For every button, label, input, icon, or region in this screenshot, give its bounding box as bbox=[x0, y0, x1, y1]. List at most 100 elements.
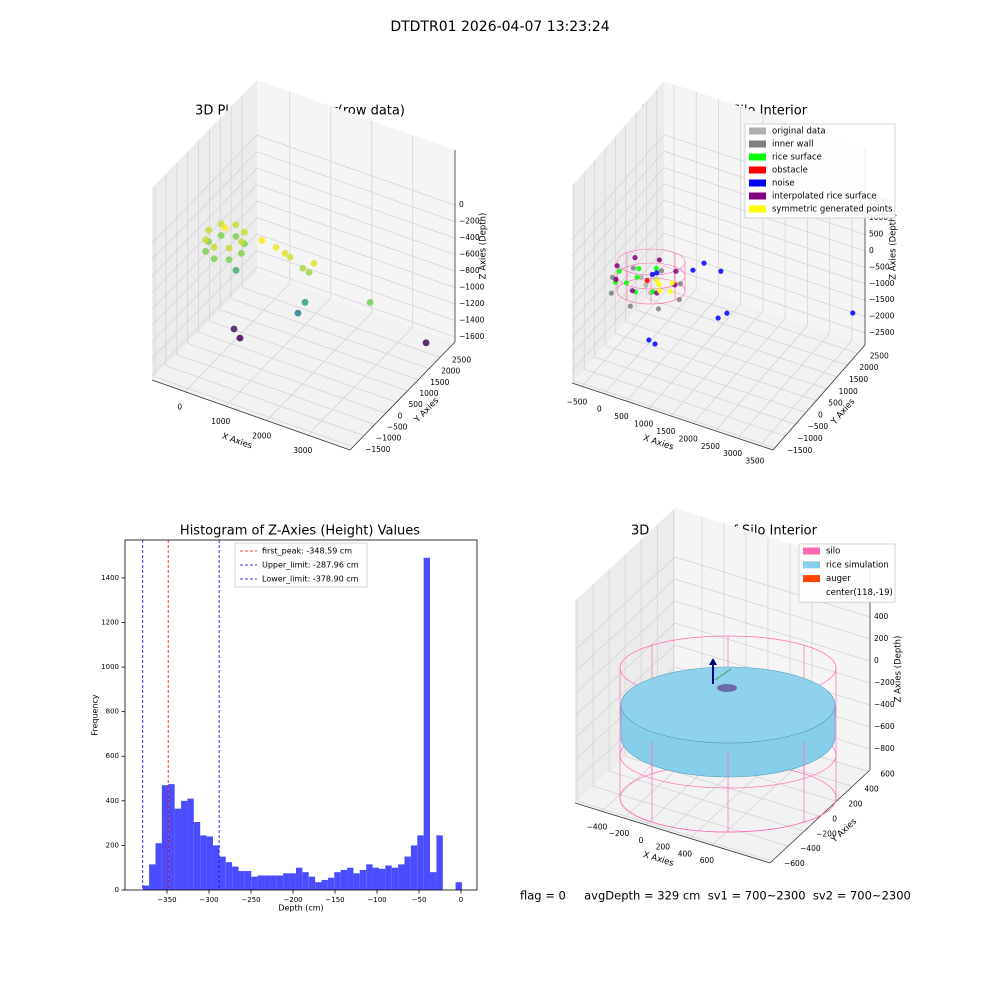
y-tick-label: 2000 bbox=[859, 363, 878, 372]
y-tick-label: 0 bbox=[832, 814, 837, 823]
legend-swatch bbox=[749, 127, 766, 135]
point bbox=[676, 296, 682, 303]
legend-label: center(118,-19) bbox=[826, 588, 893, 598]
x-tick-label: 0 bbox=[639, 836, 644, 845]
grid-line bbox=[151, 151, 456, 260]
point bbox=[656, 281, 662, 288]
bar bbox=[423, 557, 431, 890]
bar bbox=[225, 862, 233, 890]
bar bbox=[276, 875, 284, 890]
auger-arrow-head bbox=[709, 658, 717, 665]
bar bbox=[283, 873, 290, 890]
bar bbox=[321, 879, 328, 890]
grid-line bbox=[645, 101, 848, 366]
point bbox=[656, 257, 662, 263]
z-tick-label: 0 bbox=[874, 656, 879, 665]
y-tick-label: −1500 bbox=[365, 445, 391, 454]
point bbox=[653, 265, 659, 271]
bar bbox=[372, 867, 379, 890]
pane-back bbox=[257, 80, 455, 342]
legend-label: noise bbox=[772, 179, 795, 189]
bar bbox=[238, 871, 245, 890]
z-tick-label: −800 bbox=[874, 744, 895, 753]
grid-line bbox=[151, 233, 456, 343]
point bbox=[202, 236, 210, 244]
point bbox=[658, 268, 665, 274]
point bbox=[715, 315, 721, 321]
legend-label: silo bbox=[826, 547, 840, 557]
y-tick-label: 2500 bbox=[452, 355, 471, 364]
point bbox=[232, 266, 240, 274]
grid-line bbox=[165, 173, 365, 437]
legend-swatch bbox=[803, 575, 820, 583]
point bbox=[236, 334, 244, 342]
grid-line bbox=[151, 167, 456, 277]
point bbox=[281, 249, 289, 257]
pane-left bbox=[572, 81, 664, 383]
point bbox=[850, 310, 856, 316]
legend-label: Lower_limit: -378.90 cm bbox=[262, 575, 359, 584]
point bbox=[667, 288, 674, 295]
grid-line bbox=[594, 160, 796, 425]
bar bbox=[359, 869, 367, 890]
point bbox=[366, 298, 374, 306]
z-tick-label: −200 bbox=[874, 678, 895, 687]
point bbox=[669, 280, 675, 286]
grid-line bbox=[576, 599, 773, 862]
legend-swatch bbox=[749, 192, 766, 200]
x-tick-label: −50 bbox=[412, 896, 427, 904]
bar bbox=[385, 865, 392, 890]
z-tick-label: −1600 bbox=[459, 332, 485, 341]
bar bbox=[193, 822, 201, 890]
bar bbox=[353, 873, 360, 890]
plot-frame bbox=[124, 539, 478, 891]
point bbox=[632, 255, 638, 261]
y-tick-label: 1500 bbox=[430, 378, 449, 387]
bar bbox=[366, 864, 373, 890]
shapes-layer bbox=[616, 248, 837, 833]
bar bbox=[200, 835, 207, 890]
point bbox=[654, 270, 660, 276]
y-tick-label: −1000 bbox=[797, 434, 823, 443]
bar bbox=[417, 835, 424, 890]
bar bbox=[206, 836, 213, 890]
bar bbox=[232, 866, 239, 890]
point bbox=[701, 260, 707, 266]
axis-line bbox=[349, 341, 456, 451]
point bbox=[627, 303, 633, 309]
x-tick-label: −300 bbox=[199, 896, 218, 904]
grid-line bbox=[151, 250, 456, 359]
x-tick-label: 200 bbox=[656, 843, 671, 852]
x-tick-label: 0 bbox=[597, 405, 602, 414]
bar bbox=[378, 868, 386, 890]
grid-line bbox=[154, 184, 354, 448]
point bbox=[636, 266, 642, 272]
y-tick-label: 1000 bbox=[101, 663, 119, 671]
point bbox=[221, 224, 229, 232]
y-tick-label: 200 bbox=[848, 799, 863, 808]
legend-label: rice surface bbox=[772, 153, 822, 163]
legend-label: Upper_limit: -287.96 cm bbox=[262, 561, 359, 570]
point bbox=[654, 278, 660, 284]
bar bbox=[295, 867, 303, 890]
axis-line bbox=[769, 769, 871, 864]
point bbox=[225, 256, 233, 264]
z-tick-label: 200 bbox=[874, 634, 889, 643]
grid-line bbox=[571, 216, 866, 323]
z-tick-label: −600 bbox=[459, 250, 480, 259]
x-tick-label: 2000 bbox=[252, 432, 271, 441]
z-tick-label: −600 bbox=[874, 722, 895, 731]
grid-line bbox=[625, 124, 827, 390]
legend-label: auger bbox=[826, 574, 851, 584]
y-tick-label: 500 bbox=[409, 400, 424, 409]
legend-label: symmetric generated points bbox=[772, 205, 893, 215]
grid-line bbox=[307, 135, 414, 436]
x-tick-label: 600 bbox=[700, 856, 715, 865]
grid-line bbox=[648, 106, 742, 409]
pane-bottom bbox=[152, 272, 455, 450]
grid-line bbox=[176, 162, 375, 425]
grid-line bbox=[574, 578, 871, 673]
point bbox=[217, 232, 225, 239]
legend-label: first_peak: -348.59 cm bbox=[262, 547, 352, 556]
bar bbox=[244, 871, 252, 890]
